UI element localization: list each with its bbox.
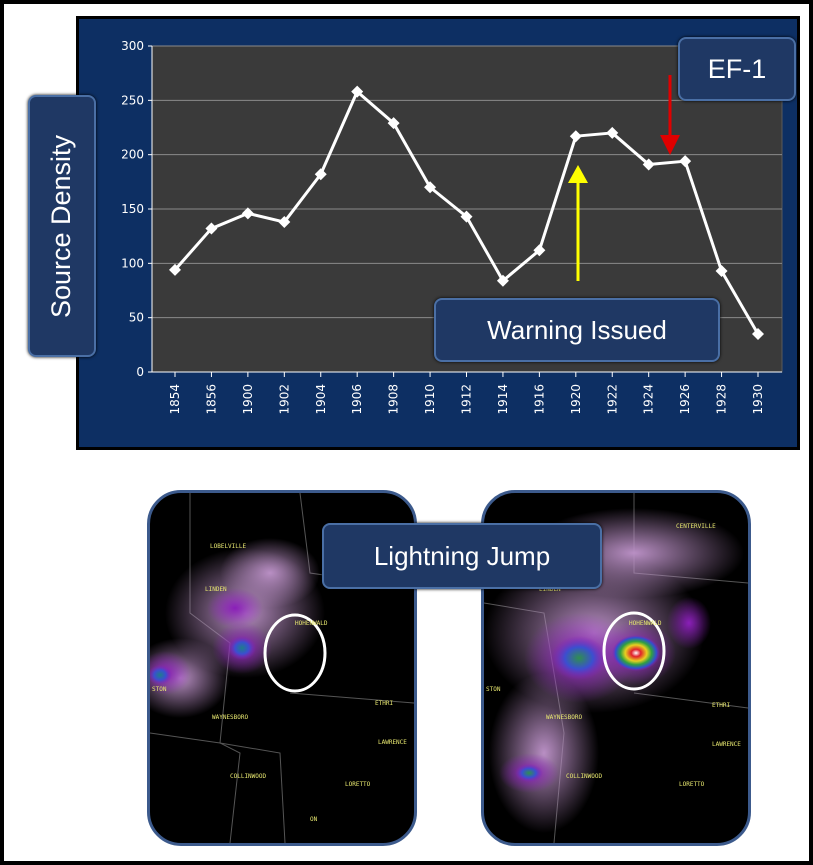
y-tick-label: 0	[136, 365, 144, 379]
town-label: LORETTO	[679, 781, 705, 788]
ef1-arrow-head	[660, 135, 680, 155]
town-label: STON	[486, 686, 501, 693]
x-tick-label: 1900	[241, 384, 255, 415]
x-tick-label: 1904	[314, 384, 328, 415]
axis-layer: 0 50 100 150 200 250 300 1854 1856 1900 1902 1904 19…	[121, 39, 782, 415]
x-tick-label: 1856	[204, 384, 218, 415]
town-label: LOBELVILLE	[210, 543, 247, 550]
y-axis-label-text: Source Density	[46, 134, 77, 318]
warning-arrow-head	[568, 165, 588, 183]
data-point	[351, 85, 364, 98]
data-point	[715, 264, 728, 277]
data-point	[278, 216, 291, 229]
ef1-callout: EF-1	[678, 37, 796, 101]
town-label: ETHRI	[712, 702, 730, 709]
town-label: LINDEN	[205, 586, 227, 593]
lightning-jump-callout: Lightning Jump	[322, 523, 602, 589]
town-label: LAWRENCE	[378, 739, 407, 746]
y-axis-label: Source Density	[28, 95, 96, 357]
x-tick-label: 1910	[423, 384, 437, 415]
y-tick-label: 200	[121, 148, 144, 162]
data-point	[679, 155, 692, 168]
town-label: LAWRENCE	[712, 741, 741, 748]
y-tick-label: 50	[129, 311, 144, 325]
data-point	[241, 207, 254, 220]
x-tick-label: 1924	[642, 384, 656, 415]
data-point	[169, 263, 181, 276]
town-label: COLLINWOOD	[566, 773, 603, 780]
x-tick-label: 1930	[751, 384, 765, 415]
x-tick-label: 1914	[496, 384, 510, 415]
arrow-layer	[568, 75, 680, 281]
town-label: LORETTO	[345, 781, 371, 788]
x-tick-label: 1928	[715, 384, 729, 415]
x-tick-label: 1854	[168, 384, 182, 415]
x-tick-label: 1906	[350, 384, 364, 415]
town-label: LINDEN	[539, 586, 561, 593]
town-label: ON	[310, 816, 318, 823]
data-point	[314, 168, 327, 181]
town-label: ETHRI	[375, 700, 393, 707]
data-point	[752, 327, 764, 340]
town-label: CENTERVILLE	[676, 523, 716, 530]
radar-image-after: CENTERVILLE LINDEN HOHENWALD WAYNESBORO …	[481, 490, 751, 846]
town-label: WAYNESBORO	[212, 714, 249, 721]
town-label: HOHENWALD	[295, 620, 328, 627]
data-point	[606, 126, 619, 139]
y-tick-label: 150	[121, 202, 144, 216]
highlight-circle-before	[263, 613, 327, 693]
x-tick-label: 1926	[678, 384, 692, 415]
y-tick-label: 250	[121, 93, 144, 107]
warning-issued-text: Warning Issued	[487, 314, 667, 345]
town-label: COLLINWOOD	[230, 773, 267, 780]
y-tick-label: 300	[121, 39, 144, 53]
lightning-jump-text: Lightning Jump	[373, 540, 551, 571]
town-label: HOHENWALD	[629, 620, 662, 627]
series-layer	[169, 85, 764, 340]
data-point	[569, 130, 582, 143]
y-tick-label: 100	[121, 256, 144, 270]
radar-map-before: LOBELVILLE LINDEN HOHENWALD ETHRI LAWREN…	[150, 493, 414, 843]
x-tick-label: 1912	[460, 384, 474, 415]
data-point	[496, 274, 509, 287]
data-point	[642, 158, 655, 171]
data-point	[533, 244, 546, 257]
x-tick-label: 1922	[605, 384, 619, 415]
highlight-circle-after	[602, 611, 666, 691]
data-point	[387, 117, 400, 130]
data-point	[205, 222, 218, 235]
data-point	[460, 210, 473, 223]
town-label: STON	[152, 686, 167, 693]
warning-issued-callout: Warning Issued	[434, 298, 720, 362]
x-tick-label: 1920	[569, 384, 583, 415]
x-tick-label: 1916	[532, 384, 546, 415]
x-tick-label: 1908	[387, 384, 401, 415]
ef1-callout-text: EF-1	[707, 53, 767, 84]
data-point	[424, 181, 437, 194]
town-label: WAYNESBORO	[546, 714, 583, 721]
x-tick-label: 1902	[277, 384, 291, 415]
